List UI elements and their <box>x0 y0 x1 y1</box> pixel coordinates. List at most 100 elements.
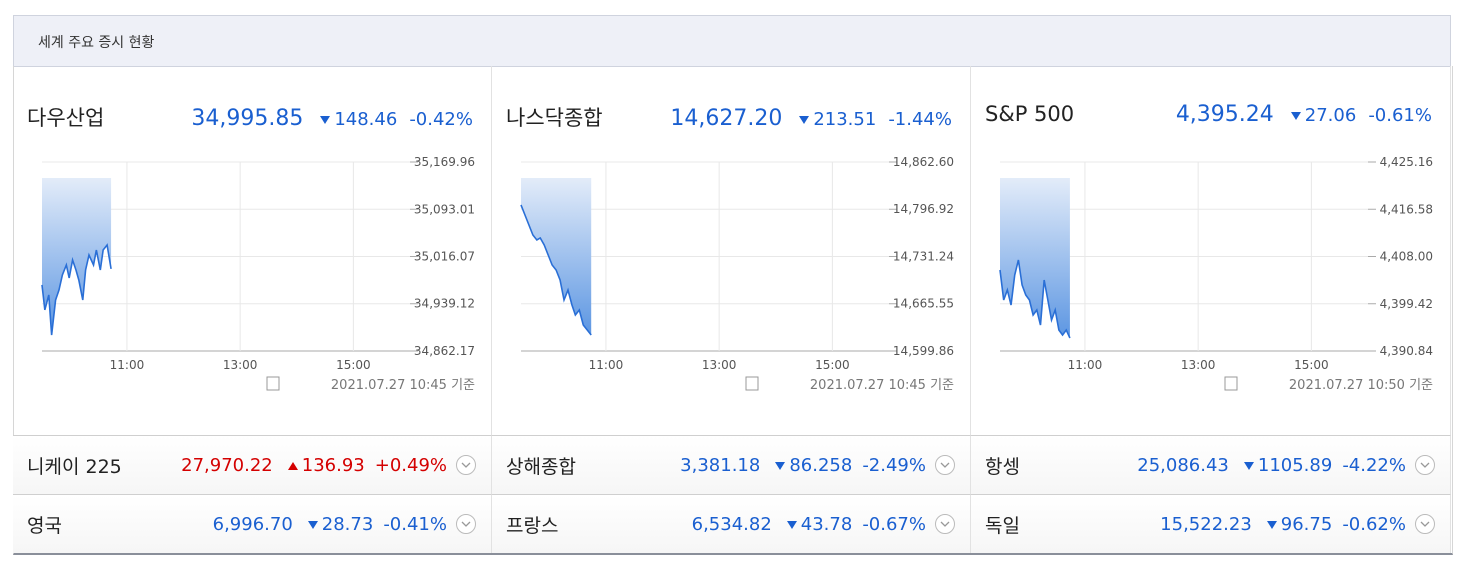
index-name: 영국 <box>27 514 62 537</box>
detail-button[interactable] <box>455 454 477 476</box>
timestamp: 2021.07.27 10:50 기준 <box>1289 378 1433 393</box>
arrow-shape <box>799 116 810 124</box>
index-rate: -0.41% <box>383 513 447 535</box>
timestamp: 2021.07.27 10:45 기준 <box>331 378 475 393</box>
direction-arrow <box>320 116 331 124</box>
index-change: 136.93 <box>287 455 365 476</box>
arrow-shape <box>775 461 786 470</box>
detail-button[interactable] <box>455 513 477 535</box>
direction-arrow <box>799 116 810 124</box>
index-rate: -0.67% <box>862 513 926 535</box>
panel-top: 다우산업 34,995.85 148.46 -0.42% <box>13 102 491 132</box>
area-shade <box>1000 178 1070 339</box>
icon-shape <box>745 376 759 391</box>
index-name: 항셍 <box>985 455 1020 478</box>
header: 세계 주요 증시 현황 <box>13 15 1451 67</box>
y-tick-label: 35,169.96 <box>414 155 475 169</box>
change-value: 86.258 <box>789 454 853 476</box>
quote-row: 영국 6,996.70 28.73 -0.41% <box>13 494 492 553</box>
arrow-shape <box>307 520 318 529</box>
detail-button[interactable] <box>934 454 956 476</box>
index-name: 독일 <box>985 514 1020 537</box>
y-tick-label: 4,425.16 <box>1380 155 1433 169</box>
y-tick-label: 34,862.17 <box>414 344 475 358</box>
direction-arrow <box>1243 461 1254 470</box>
price-line <box>520 204 592 336</box>
area-shade <box>521 178 592 336</box>
direction-arrow <box>1290 112 1301 120</box>
change-value: 43.78 <box>800 513 853 535</box>
arrow-shape <box>1243 461 1254 470</box>
detail-button[interactable] <box>934 513 956 535</box>
y-tick-label: 14,599.86 <box>893 344 954 358</box>
x-tick-label: 13:00 <box>223 358 258 372</box>
button-chevron <box>461 521 471 527</box>
change-value: 96.75 <box>1280 513 1333 535</box>
index-name: 니케이 225 <box>27 455 122 478</box>
change-value: 1105.89 <box>1257 454 1333 476</box>
index-change: 148.46 <box>319 109 397 130</box>
index-change: 43.78 <box>786 513 853 535</box>
x-tick-label: 15:00 <box>815 358 850 372</box>
button-circle <box>456 514 476 534</box>
detail-button[interactable] <box>1414 513 1436 535</box>
button-circle <box>456 455 476 475</box>
index-rate: -4.22% <box>1342 454 1406 476</box>
change-value: 148.46 <box>334 109 398 130</box>
button-chevron <box>1420 462 1430 468</box>
y-tick-label: 14,796.92 <box>893 202 954 216</box>
direction-arrow <box>775 461 786 470</box>
index-price: 6,996.70 <box>212 513 293 535</box>
button-chevron <box>461 462 471 468</box>
panel-top: 나스닥종합 14,627.20 213.51 -1.44% <box>492 102 970 132</box>
x-tick-label: 13:00 <box>1181 358 1216 372</box>
y-tick-label: 4,399.42 <box>1380 297 1433 311</box>
detail-button[interactable] <box>1414 454 1436 476</box>
index-price: 27,970.22 <box>181 454 273 476</box>
widget-frame <box>13 66 1453 555</box>
index-change: 28.73 <box>307 514 373 535</box>
index-rate: -0.42% <box>409 109 473 130</box>
direction-arrow <box>786 520 797 529</box>
index-price: 3,381.18 <box>680 454 761 476</box>
price-line <box>999 259 1071 339</box>
y-tick-label: 4,416.58 <box>1380 202 1433 216</box>
index-panel: 나스닥종합 14,627.20 213.51 -1.44% 14,599.86 14,66… <box>492 66 971 435</box>
mini-chart: 4,390.84 4,399.42 4,408.00 4,416.58 4,425.16… <box>999 155 1433 393</box>
index-price: 14,627.20 <box>670 106 783 131</box>
button-circle <box>935 455 955 475</box>
arrow-shape <box>1266 520 1277 529</box>
change-value: 27.06 <box>1304 105 1357 126</box>
arrow-shape <box>786 520 797 529</box>
mini-chart: 14,599.86 14,665.55 14,731.24 14,796.92 14,8… <box>520 155 954 393</box>
panel-top: S&P 500 4,395.24 27.06 -0.61% <box>971 102 1450 127</box>
change-value: 213.51 <box>813 109 877 130</box>
change-value: 136.93 <box>301 454 365 476</box>
x-tick-label: 11:00 <box>1068 358 1103 372</box>
y-tick-label: 35,093.01 <box>414 202 475 216</box>
x-tick-label: 15:00 <box>1294 358 1329 372</box>
quote-row: 상해종합 3,381.18 86.258 -2.49% <box>492 435 971 494</box>
icon-shape <box>1224 376 1238 391</box>
quote-row: 독일 15,522.23 96.75 -0.62% <box>971 494 1451 553</box>
index-change: 27.06 <box>1290 105 1357 126</box>
icon-shape <box>266 376 280 391</box>
index-name: 다우산업 <box>27 106 105 130</box>
index-rate: -1.44% <box>888 109 952 130</box>
quote-row: 니케이 225 27,970.22 136.93 +0.49% <box>13 435 492 494</box>
index-price: 25,086.43 <box>1137 454 1229 476</box>
quote-row: 프랑스 6,534.82 43.78 -0.67% <box>492 494 971 553</box>
button-chevron <box>1420 521 1430 527</box>
index-name: 프랑스 <box>506 514 559 537</box>
index-panel: S&P 500 4,395.24 27.06 -0.61% 4,390.84 4,399.… <box>971 66 1451 435</box>
button-chevron <box>940 521 950 527</box>
index-price: 34,995.85 <box>191 106 304 131</box>
area-shade <box>42 178 112 336</box>
clock-icon <box>266 376 280 391</box>
header-title: 세계 주요 증시 현황 <box>38 35 155 51</box>
index-rate: -0.61% <box>1368 105 1432 126</box>
index-change: 96.75 <box>1266 513 1333 535</box>
y-tick-label: 35,016.07 <box>414 249 475 263</box>
direction-arrow <box>307 520 318 529</box>
index-rate: +0.49% <box>374 454 447 476</box>
